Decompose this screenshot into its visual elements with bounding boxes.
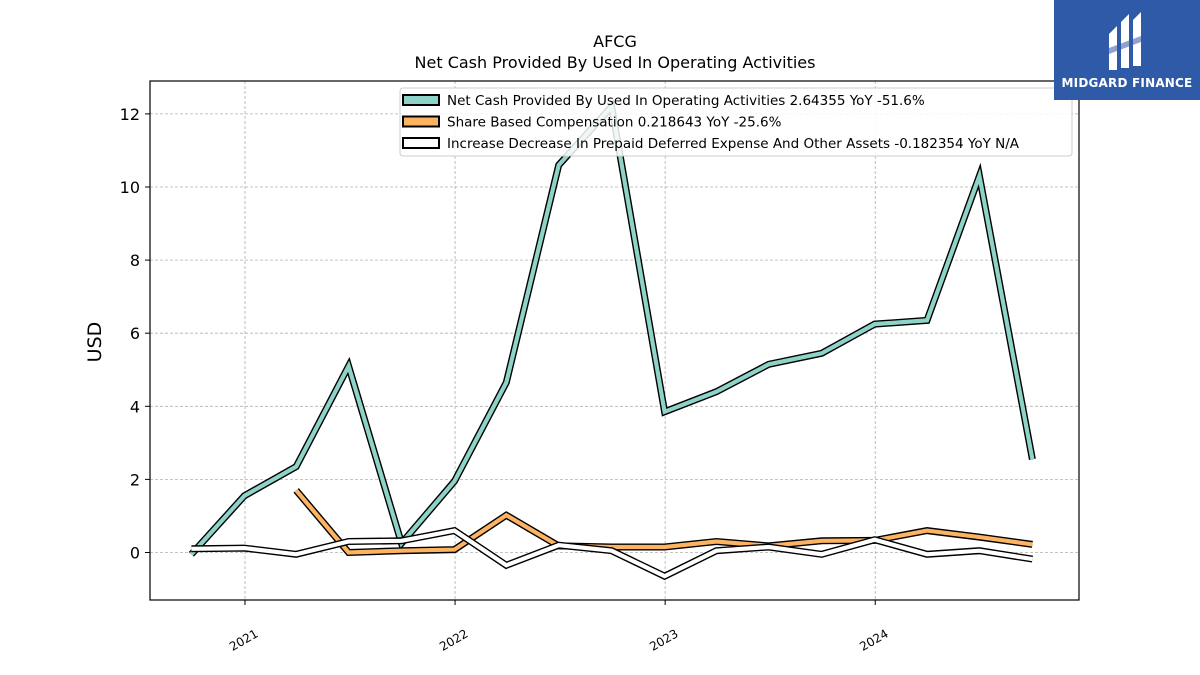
x-tick-label: 2024 [857, 626, 890, 653]
y-tick-label: 4 [130, 397, 140, 416]
chart-subtitle: Net Cash Provided By Used In Operating A… [415, 53, 816, 72]
series-1-outline [188, 98, 1036, 557]
y-axis-label: USD [84, 322, 106, 363]
legend-label-1: Net Cash Provided By Used In Operating A… [447, 93, 925, 109]
grid-lines [150, 81, 1079, 600]
y-tick-label: 10 [120, 178, 140, 197]
brand-logo: MIDGARD FINANCE [1054, 0, 1200, 100]
legend-label-3: Increase Decrease In Prepaid Deferred Ex… [447, 136, 1020, 152]
legend-swatch-3 [402, 137, 440, 149]
brand-name: MIDGARD FINANCE [1061, 76, 1193, 90]
x-tick-label: 2021 [227, 626, 260, 653]
legend-label-2: Share Based Compensation 0.218643 YoY -2… [447, 115, 782, 131]
legend-swatch-2 [402, 115, 440, 128]
plot-area-frame [149, 80, 1080, 601]
y-tick-label: 2 [130, 470, 140, 489]
y-tick-label: 6 [130, 324, 140, 343]
series-layer [188, 98, 1036, 581]
y-tick-label: 8 [130, 251, 140, 270]
midgard-logo-icon [1109, 12, 1141, 70]
legend: Net Cash Provided By Used In Operating A… [399, 87, 1073, 157]
x-tick-label: 2023 [647, 626, 680, 653]
legend-swatch-1 [402, 94, 440, 106]
chart-title: AFCG [593, 32, 637, 51]
legend-box [399, 87, 1073, 157]
x-tick-label: 2022 [437, 626, 470, 653]
y-tick-label: 0 [130, 543, 140, 562]
y-tick-label: 12 [120, 105, 140, 124]
series-1-line [189, 101, 1035, 556]
